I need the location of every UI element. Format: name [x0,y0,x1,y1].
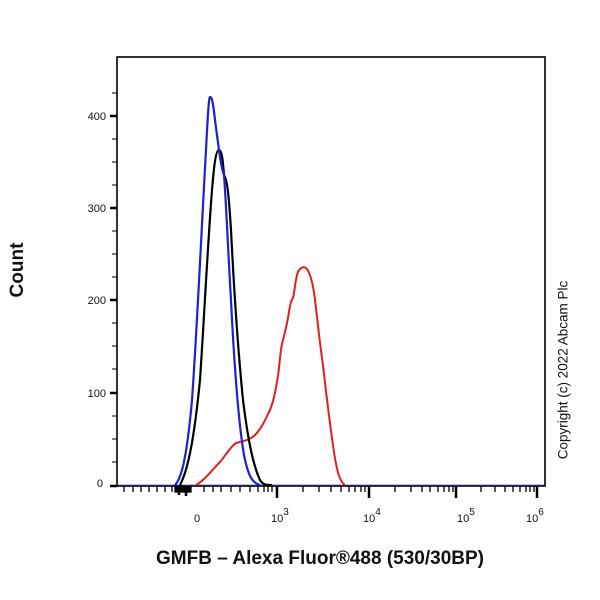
y-tick-300: 300 [88,203,106,215]
y-tick-0: 0 [97,478,103,490]
y-tick-200: 200 [88,295,106,307]
x-axis-ticks [123,485,539,498]
x-tick-1e3: 103 [271,507,289,525]
x-axis-label: GMFB – Alexa Fluor®488 (530/30BP) [156,548,484,569]
y-axis-ticks [110,92,117,488]
x-tick-labels: 0 103 104 105 106 [194,507,544,525]
x-tick-1e4: 104 [363,507,381,525]
y-tick-100: 100 [88,388,106,400]
y-tick-400: 400 [88,111,106,123]
x-tick-1e6: 106 [526,507,544,525]
x-tick-0: 0 [194,513,200,525]
x-tick-1e5: 105 [457,507,475,525]
series-blue-control [174,95,261,487]
copyright-notice: Copyright (c) 2022 Abcam Plc [555,280,571,460]
series-red-gmfb [195,266,346,486]
plot-frame [116,56,546,487]
y-tick-labels: 400 300 200 100 0 [88,111,106,490]
y-axis-label: Count [7,242,28,298]
